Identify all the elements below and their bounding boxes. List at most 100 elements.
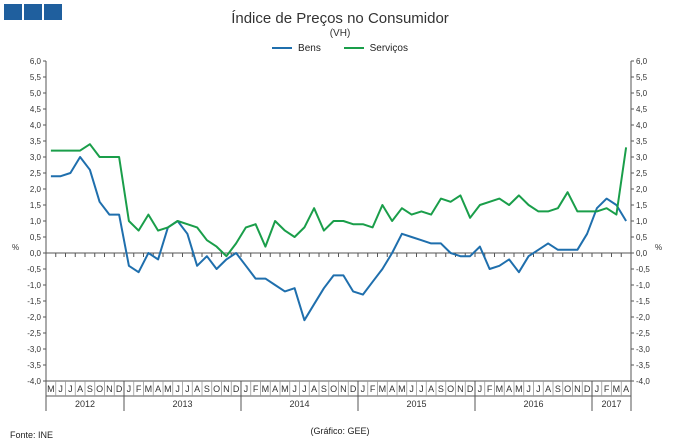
month-tick-label: S	[321, 384, 327, 394]
month-tick-label: A	[311, 384, 317, 394]
y-tick-label-left: -1,5	[27, 297, 41, 306]
month-tick-label: O	[447, 384, 454, 394]
y-tick-label-right: 4,5	[636, 105, 648, 114]
month-tick-label: M	[47, 384, 55, 394]
month-tick-label: O	[96, 384, 103, 394]
y-tick-label-left: -2,0	[27, 313, 41, 322]
year-label: 2017	[601, 399, 621, 409]
y-tick-label-right: -1,0	[636, 281, 650, 290]
month-tick-label: F	[604, 384, 610, 394]
month-tick-label: N	[457, 384, 464, 394]
month-tick-label: J	[175, 384, 180, 394]
series-line-servicos	[50, 143, 628, 258]
month-tick-label: N	[340, 384, 347, 394]
y-tick-label-right: 1,5	[636, 201, 648, 210]
y-tick-label-left: -0,5	[27, 265, 41, 274]
footer-source: Fonte: INE	[10, 430, 54, 440]
month-tick-label: M	[398, 384, 406, 394]
month-tick-label: J	[595, 384, 600, 394]
legend-item-servicos: Serviços	[343, 42, 408, 54]
y-tick-label-left: -2,5	[27, 329, 41, 338]
month-tick-label: A	[506, 384, 512, 394]
series-line-bens	[50, 156, 627, 322]
month-tick-label: M	[613, 384, 621, 394]
month-tick-label: O	[330, 384, 337, 394]
year-label: 2016	[523, 399, 543, 409]
month-tick-label: J	[536, 384, 541, 394]
month-tick-label: D	[350, 384, 357, 394]
month-tick-label: S	[204, 384, 210, 394]
y-tick-label-right: -2,0	[636, 313, 650, 322]
month-tick-label: M	[515, 384, 523, 394]
month-tick-label: J	[292, 384, 297, 394]
chart-title: Índice de Preços no Consumidor	[231, 10, 449, 27]
month-tick-label: D	[233, 384, 240, 394]
y-tick-label-right: 3,5	[636, 137, 648, 146]
month-tick-label: A	[428, 384, 434, 394]
month-tick-label: O	[564, 384, 571, 394]
y-tick-label-right: -3,5	[636, 361, 650, 370]
y-tick-label-left: 3,0	[30, 153, 42, 162]
y-tick-label-left: -3,0	[27, 345, 41, 354]
y-tick-label-right: 0,5	[636, 233, 648, 242]
month-tick-label: D	[116, 384, 123, 394]
y-tick-label-left: -1,0	[27, 281, 41, 290]
month-tick-label: N	[223, 384, 230, 394]
y-unit-left: %	[12, 243, 19, 252]
footer-graph-credit: (Gráfico: GEE)	[310, 426, 370, 436]
y-tick-label-right: 4,0	[636, 121, 648, 130]
y-unit-right: %	[655, 243, 662, 252]
month-tick-label: M	[262, 384, 270, 394]
y-tick-label-left: 5,5	[30, 73, 42, 82]
y-tick-label-right: 0,0	[636, 249, 648, 258]
month-tick-label: F	[370, 384, 376, 394]
y-tick-label-right: -0,5	[636, 265, 650, 274]
month-tick-label: A	[545, 384, 551, 394]
y-tick-label-right: 2,5	[636, 169, 648, 178]
month-tick-label: N	[574, 384, 581, 394]
y-tick-label-right: 2,0	[636, 185, 648, 194]
year-label: 2013	[172, 399, 192, 409]
month-tick-label: M	[379, 384, 387, 394]
y-tick-label-left: 0,5	[30, 233, 42, 242]
month-tick-label: D	[467, 384, 474, 394]
month-tick-label: J	[244, 384, 249, 394]
y-tick-label-left: 4,0	[30, 121, 42, 130]
month-tick-label: M	[145, 384, 153, 394]
year-label: 2015	[406, 399, 426, 409]
month-tick-label: D	[584, 384, 591, 394]
y-tick-label-left: 3,5	[30, 137, 42, 146]
y-tick-label-right: 5,5	[636, 73, 648, 82]
header-square-2	[24, 4, 42, 20]
legend-swatch-bens	[272, 47, 293, 49]
month-tick-label: M	[496, 384, 504, 394]
y-tick-label-left: -3,5	[27, 361, 41, 370]
y-tick-label-left: 1,0	[30, 217, 42, 226]
month-tick-label: S	[87, 384, 93, 394]
header-square-1	[4, 4, 22, 20]
y-tick-label-right: 5,0	[636, 89, 648, 98]
year-label: 2014	[289, 399, 309, 409]
month-tick-label: M	[164, 384, 172, 394]
month-tick-label: J	[58, 384, 63, 394]
y-tick-label-left: 0,0	[30, 249, 42, 258]
y-tick-label-left: 6,0	[30, 57, 42, 66]
month-tick-label: J	[478, 384, 483, 394]
month-tick-label: J	[409, 384, 414, 394]
month-tick-label: A	[272, 384, 278, 394]
year-label: 2012	[75, 399, 95, 409]
month-tick-label: F	[253, 384, 259, 394]
month-tick-label: A	[194, 384, 200, 394]
month-tick-label: N	[106, 384, 113, 394]
y-tick-label-left: 2,5	[30, 169, 42, 178]
month-tick-label: A	[389, 384, 395, 394]
month-tick-label: J	[361, 384, 366, 394]
month-tick-label: A	[155, 384, 161, 394]
month-tick-label: A	[77, 384, 83, 394]
y-tick-label-left: 4,5	[30, 105, 42, 114]
month-tick-label: S	[438, 384, 444, 394]
y-tick-label-right: -3,0	[636, 345, 650, 354]
y-tick-label-left: -4,0	[27, 377, 41, 386]
legend-label-servicos: Serviços	[369, 42, 408, 54]
